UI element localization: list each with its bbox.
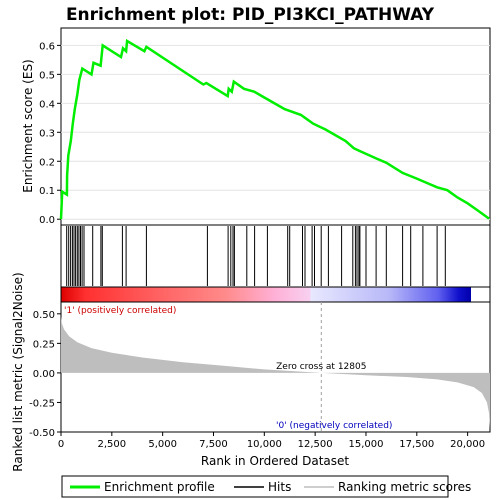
es-profile-line [59, 38, 490, 220]
ranked-metric-area [61, 316, 490, 429]
es-y-axis-ticks: 0.0 0.1 0.2 0.3 0.4 0.5 0.6 [39, 41, 61, 226]
es-y-tick-label: 0.1 [39, 186, 55, 197]
es-y-tick-label: 0.4 [39, 99, 55, 110]
chart-title: Enrichment plot: PID_PI3KCI_PATHWAY [66, 5, 435, 25]
metric-y-axis-ticks: -0.50 -0.25 0.00 0.25 0.50 [29, 310, 61, 439]
es-panel-frame [60, 27, 491, 226]
legend: Enrichment profile Hits Ranking metric s… [61, 475, 471, 498]
metric-y-tick-label: -0.25 [29, 398, 55, 409]
metric-y-tick-label: -0.50 [29, 428, 55, 439]
hit-markers [66, 226, 446, 286]
negative-correlation-label: '0' (negatively correlated) [276, 421, 392, 431]
es-y-tick-label: 0.6 [39, 41, 55, 52]
metric-y-tick-label: 0.00 [33, 369, 55, 380]
x-tick-label: 15,000 [348, 439, 383, 450]
x-axis-ticks: 0 2,500 5,000 7,500 10,000 12,500 15,000 17,500… [58, 432, 485, 450]
x-tick-label: 20,000 [450, 439, 485, 450]
metric-y-axis-label: Ranked list metric (Signal2Noise) [11, 272, 25, 471]
x-tick-label: 12,500 [298, 439, 333, 450]
es-panel: 0.0 0.1 0.2 0.3 0.4 0.5 0.6 Enrichment score (… [21, 27, 491, 226]
x-tick-label: 17,500 [399, 439, 434, 450]
es-y-tick-label: 0.0 [39, 215, 55, 226]
x-tick-label: 7,500 [199, 439, 228, 450]
hits-panel [60, 224, 491, 288]
es-y-tick-label: 0.5 [39, 70, 55, 81]
ranking-color-band-bar [61, 287, 471, 302]
legend-es-label: Enrichment profile [104, 480, 215, 494]
ranked-metric-panel: -0.50 -0.25 0.00 0.25 0.50 Zero cross at 128… [11, 272, 491, 472]
es-y-tick-label: 0.2 [39, 157, 55, 168]
x-tick-label: 5,000 [148, 439, 177, 450]
x-tick-label: 10,000 [247, 439, 282, 450]
x-axis-label: Rank in Ordered Dataset [201, 454, 349, 468]
legend-hits-label: Hits [268, 480, 291, 494]
x-tick-label: 2,500 [98, 439, 127, 450]
ranking-color-band [60, 286, 491, 303]
es-y-tick-label: 0.3 [39, 128, 55, 139]
hits-panel-frame [60, 224, 491, 288]
metric-y-tick-label: 0.50 [33, 310, 55, 321]
legend-metric-label: Ranking metric scores [338, 480, 471, 494]
es-y-axis-label: Enrichment score (ES) [21, 59, 35, 192]
positive-correlation-label: '1' (positively correlated) [64, 306, 176, 316]
metric-y-tick-label: 0.25 [33, 339, 55, 350]
x-tick-label: 0 [58, 439, 64, 450]
zero-cross-label: Zero cross at 12805 [276, 362, 366, 372]
